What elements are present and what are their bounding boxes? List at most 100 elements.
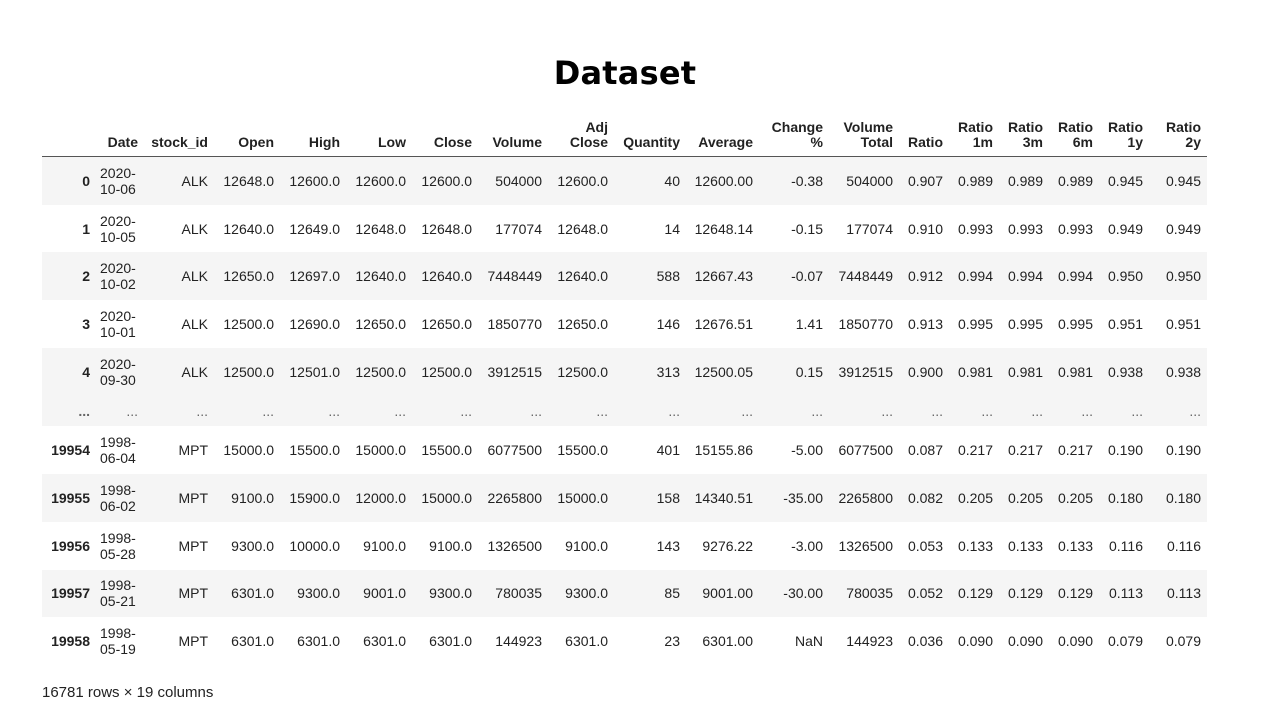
table-row: 1 2020- 10-05 ALK 12640.0 12649.0 12648.0 1264…: [42, 205, 1207, 253]
table-cell: -5.00: [791, 442, 823, 459]
table-cell: 1998- 05-19: [100, 625, 136, 658]
table-cell: 12600.0: [412, 156, 478, 205]
slide-title: Dataset: [553, 54, 697, 92]
table-cell: 780035: [829, 569, 899, 618]
table-cell: 2020- 10-02: [96, 252, 144, 301]
table-cell: 6301.0: [363, 633, 406, 650]
table-cell: 40: [614, 156, 686, 205]
table-cell: 313: [614, 347, 686, 396]
table-cell: 10000.0: [289, 537, 340, 554]
table-cell: ...: [1099, 395, 1149, 427]
table-cell: ALK: [181, 315, 208, 332]
table-cell: 0.113: [1099, 569, 1149, 618]
table-cell: 2020- 10-05: [100, 212, 136, 245]
table-cell: 14340.51: [686, 474, 759, 522]
table-cell: 6077500: [487, 442, 542, 459]
column-header: Volume: [478, 112, 548, 157]
table-cell: 12640.0: [548, 252, 614, 301]
table-cell: 504000: [829, 156, 899, 205]
table-cell: 1998- 05-28: [100, 529, 136, 562]
table-cell: 2020- 10-01: [100, 307, 136, 340]
table-cell: 1850770: [838, 315, 893, 332]
table-cell: 12650.0: [557, 315, 608, 332]
table-cell: 0.082: [899, 474, 949, 522]
column-header: Quantity: [614, 112, 686, 157]
table-cell: 9001.0: [346, 569, 412, 618]
table-cell: 12640.0: [223, 220, 274, 237]
table-cell: MPT: [144, 569, 214, 618]
table-row: 19954 1998- 06-04 MPT 15000.0 15500.0 15000.0…: [42, 426, 1207, 474]
table-cell: 0.190: [1165, 442, 1201, 459]
table-cell: 588: [614, 252, 686, 301]
table-cell: ...: [686, 395, 759, 427]
row-index: 1: [82, 220, 90, 237]
table-cell: 3912515: [829, 347, 899, 396]
table-cell: ...: [949, 395, 999, 427]
row-index: 3: [82, 315, 90, 332]
table-cell: 12600.0: [548, 156, 614, 205]
table-cell: 12648.14: [694, 220, 753, 237]
table-cell: 0.945: [1099, 156, 1149, 205]
table-cell: 177074: [846, 220, 893, 237]
column-header: Open: [214, 112, 280, 157]
table-cell: MPT: [178, 537, 208, 554]
table-cell: 12676.51: [694, 315, 753, 332]
header-row: Date stock_id Open High Low Close Volume Adj Cl…: [42, 112, 1207, 157]
table-cell: 12500.0: [548, 347, 614, 396]
table-cell: ...: [214, 395, 280, 427]
table-cell: -0.15: [791, 220, 823, 237]
table-cell: 12648.0: [557, 220, 608, 237]
table-cell: 9100.0: [363, 537, 406, 554]
table-cell: 0.995: [1007, 315, 1043, 332]
table-cell: 401: [656, 442, 680, 459]
table-cell: ...: [280, 395, 346, 427]
table-cell: MPT: [178, 442, 208, 459]
row-index: 4: [42, 347, 96, 396]
table-cell: 0.217: [1007, 442, 1043, 459]
table-cell: 12650.0: [421, 315, 472, 332]
table-cell: 0.133: [1007, 537, 1043, 554]
table-cell: 0.900: [899, 347, 949, 396]
table-cell: 6301.00: [702, 633, 753, 650]
table-cell: 12501.0: [280, 347, 346, 396]
table-cell: ...: [1149, 395, 1207, 427]
table-cell: ALK: [144, 347, 214, 396]
table-cell: 0.989: [949, 156, 999, 205]
table-cell: 0.205: [999, 474, 1049, 522]
table-cell: 0.989: [1049, 156, 1099, 205]
table-cell: 0.907: [899, 156, 949, 205]
table-cell: 9300.0: [231, 537, 274, 554]
table-cell: 23: [664, 633, 680, 650]
table-cell: 1998- 06-04: [100, 434, 136, 467]
table-cell: 85: [614, 569, 686, 618]
table-cell: 0.950: [1099, 252, 1149, 301]
table-cell: 0.951: [1107, 315, 1143, 332]
row-index: 19957: [42, 569, 96, 618]
table-cell: 143: [656, 537, 680, 554]
table-cell: -35.00: [759, 474, 829, 522]
column-header: Average: [686, 112, 759, 157]
dataframe-table: Date stock_id Open High Low Close Volume Adj Cl…: [42, 112, 1207, 665]
table-cell: 0.994: [1049, 252, 1099, 301]
table-cell: 177074: [495, 220, 542, 237]
row-index: 19955: [42, 474, 96, 522]
table-cell: ...: [829, 395, 899, 427]
column-header: Ratio: [899, 112, 949, 157]
table-cell: 0.938: [1149, 347, 1207, 396]
table-cell: ALK: [144, 156, 214, 205]
column-header: Change %: [759, 112, 829, 157]
table-cell: 146: [656, 315, 680, 332]
table-cell: 2020- 09-30: [96, 347, 144, 396]
row-index: 19958: [51, 633, 90, 650]
table-row: 4 2020- 09-30 ALK 12500.0 12501.0 12500.0 1250…: [42, 347, 1207, 396]
table-cell: 0.079: [1165, 633, 1201, 650]
table-cell: 0.217: [1057, 442, 1093, 459]
table-cell: 6301.0: [565, 633, 608, 650]
table-cell: MPT: [144, 474, 214, 522]
table-cell: 0.090: [1007, 633, 1043, 650]
table-cell: 0.217: [957, 442, 993, 459]
table-cell: 0.995: [1057, 315, 1093, 332]
column-header: Ratio 1m: [949, 112, 999, 157]
table-cell: 0.116: [1167, 537, 1201, 554]
row-index: ...: [42, 395, 96, 427]
